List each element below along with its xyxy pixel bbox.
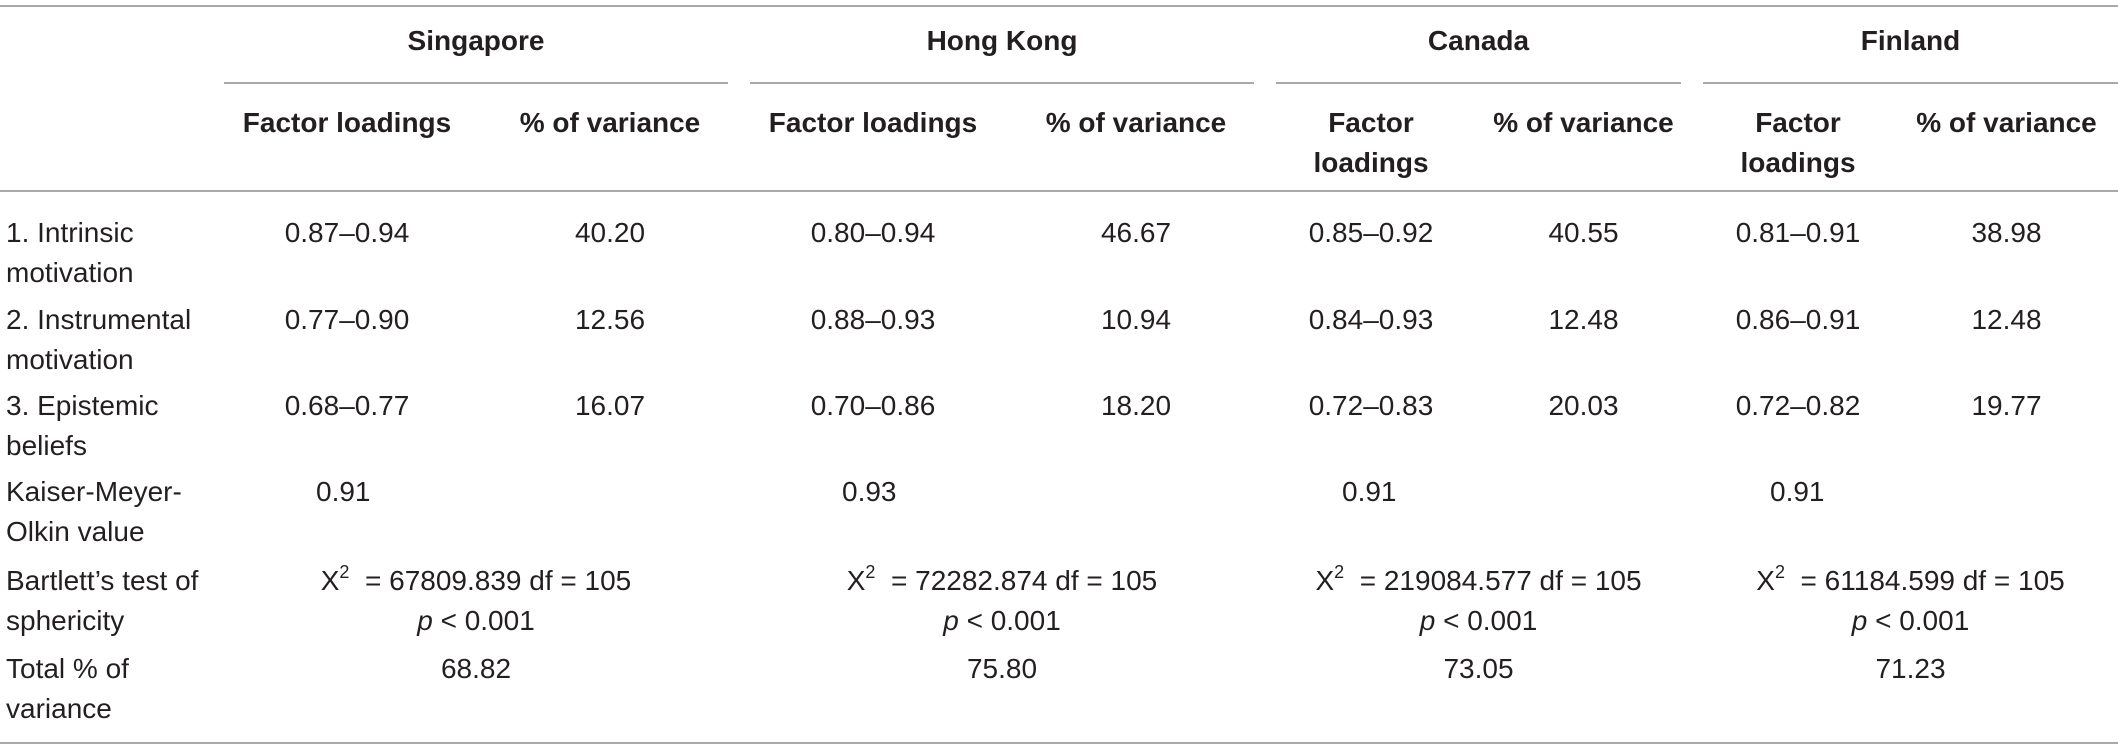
table-top-rule (0, 5, 2118, 7)
p-symbol: p (1419, 605, 1436, 636)
chi-square-exponent: 2 (339, 561, 350, 582)
row-label-line2: Olkin value (6, 516, 145, 547)
bartlett-statistic: X2 = 61184.599 df = 105 (1703, 561, 2118, 601)
finland-span-rule (1703, 82, 2118, 84)
table-bottom-rule (0, 742, 2118, 744)
p-value-text: < 0.001 (1443, 605, 1538, 636)
subheader-factor-line1: Factor (1328, 107, 1414, 138)
chi-square-symbol: X (320, 565, 340, 596)
country-header-singapore: Singapore (407, 25, 545, 56)
row-label-line2: motivation (6, 344, 134, 375)
bartlett-p-value: p < 0.001 (1276, 601, 1681, 641)
canada-span-rule (1276, 82, 1681, 84)
subheader-factor-line2: loadings (1740, 147, 1856, 178)
subheader-factor-loadings: Factor loadings (242, 107, 452, 138)
subheader-factor-loadings: Factor loadings (768, 107, 978, 138)
chi-square-symbol: X (1756, 565, 1775, 596)
cell-factor-loadings: 0.87–0.94 (284, 217, 410, 248)
subheader-variance: % of variance (519, 107, 701, 138)
country-header-finland: Finland (1860, 25, 1961, 56)
hong-kong-span-rule (750, 82, 1254, 84)
row-label-line2: motivation (6, 257, 134, 288)
chi-square-symbol: X (846, 565, 866, 596)
kmo-value: 0.93 (842, 476, 897, 507)
row-label-line2: beliefs (6, 430, 87, 461)
total-variance-value: 73.05 (1443, 653, 1514, 684)
cell-variance: 18.20 (1100, 390, 1172, 421)
cell-variance: 12.56 (574, 304, 646, 335)
bartlett-p-value: p < 0.001 (750, 601, 1254, 641)
cell-factor-loadings: 0.72–0.83 (1308, 390, 1434, 421)
cell-variance: 40.20 (574, 217, 646, 248)
cell-factor-loadings: 0.81–0.91 (1735, 217, 1861, 248)
subheader-variance: % of variance (1045, 107, 1227, 138)
subheader-factor-line1: Factor (1755, 107, 1841, 138)
row-label-line1: Total % of (6, 653, 129, 684)
cell-factor-loadings: 0.77–0.90 (284, 304, 410, 335)
total-variance-value: 68.82 (440, 653, 512, 684)
cell-variance: 12.48 (1548, 304, 1619, 335)
cell-factor-loadings: 0.84–0.93 (1308, 304, 1434, 335)
subheader-factor-line2: loadings (1313, 147, 1429, 178)
row-label-line1: Kaiser-Meyer- (6, 476, 182, 507)
singapore-span-rule (224, 82, 728, 84)
cell-variance: 38.98 (1971, 217, 2042, 248)
cell-factor-loadings: 0.85–0.92 (1308, 217, 1434, 248)
bartlett-stat-text: = 67809.839 df = 105 (365, 565, 632, 596)
bartlett-statistic: X2 = 67809.839 df = 105 (224, 561, 728, 601)
cell-variance: 12.48 (1971, 304, 2042, 335)
row-label-line1: Bartlett’s test of (6, 565, 199, 596)
row-label-line2: sphericity (6, 605, 125, 636)
cell-factor-loadings: 0.70–0.86 (810, 390, 936, 421)
p-symbol: p (1851, 605, 1868, 636)
chi-square-exponent: 2 (1334, 561, 1345, 582)
cell-factor-loadings: 0.86–0.91 (1735, 304, 1861, 335)
total-variance-value: 75.80 (966, 653, 1038, 684)
chi-square-exponent: 2 (1774, 561, 1785, 582)
p-value-text: < 0.001 (1875, 605, 1970, 636)
bartlett-p-value: p < 0.001 (1703, 601, 2118, 641)
row-label-line1: 2. Instrumental (6, 304, 192, 335)
total-variance-value: 71.23 (1875, 653, 1946, 684)
p-value-text: < 0.001 (440, 605, 535, 636)
kmo-value: 0.91 (316, 476, 371, 507)
cell-variance: 10.94 (1100, 304, 1172, 335)
bartlett-stat-text: = 72282.874 df = 105 (891, 565, 1158, 596)
bartlett-statistic: X2 = 219084.577 df = 105 (1276, 561, 1681, 601)
cell-factor-loadings: 0.72–0.82 (1735, 390, 1861, 421)
cell-variance: 40.55 (1548, 217, 1619, 248)
header-bottom-rule (0, 190, 2118, 192)
cell-variance: 20.03 (1548, 390, 1619, 421)
subheader-variance: % of variance (1493, 107, 1674, 138)
kmo-value: 0.91 (1770, 476, 1825, 507)
row-label-line2: variance (6, 693, 112, 724)
country-header-hong-kong: Hong Kong (926, 25, 1078, 56)
cell-variance: 16.07 (574, 390, 646, 421)
bartlett-stat-text: = 219084.577 df = 105 (1359, 565, 1642, 596)
cell-variance: 19.77 (1971, 390, 2042, 421)
cell-factor-loadings: 0.80–0.94 (810, 217, 936, 248)
row-label-line1: 3. Epistemic (6, 390, 159, 421)
cell-factor-loadings: 0.68–0.77 (284, 390, 410, 421)
country-header-canada: Canada (1427, 25, 1530, 56)
cell-variance: 46.67 (1100, 217, 1172, 248)
row-label-line1: 1. Intrinsic (6, 217, 134, 248)
p-symbol: p (943, 605, 959, 636)
chi-square-symbol: X (1315, 565, 1335, 596)
subheader-variance: % of variance (1916, 107, 2097, 138)
kmo-value: 0.91 (1342, 476, 1397, 507)
bartlett-stat-text: = 61184.599 df = 105 (1800, 565, 2065, 596)
bartlett-p-value: p < 0.001 (224, 601, 728, 641)
chi-square-exponent: 2 (865, 561, 876, 582)
bartlett-statistic: X2 = 72282.874 df = 105 (750, 561, 1254, 601)
cell-factor-loadings: 0.88–0.93 (810, 304, 936, 335)
p-value-text: < 0.001 (966, 605, 1061, 636)
p-symbol: p (417, 605, 433, 636)
